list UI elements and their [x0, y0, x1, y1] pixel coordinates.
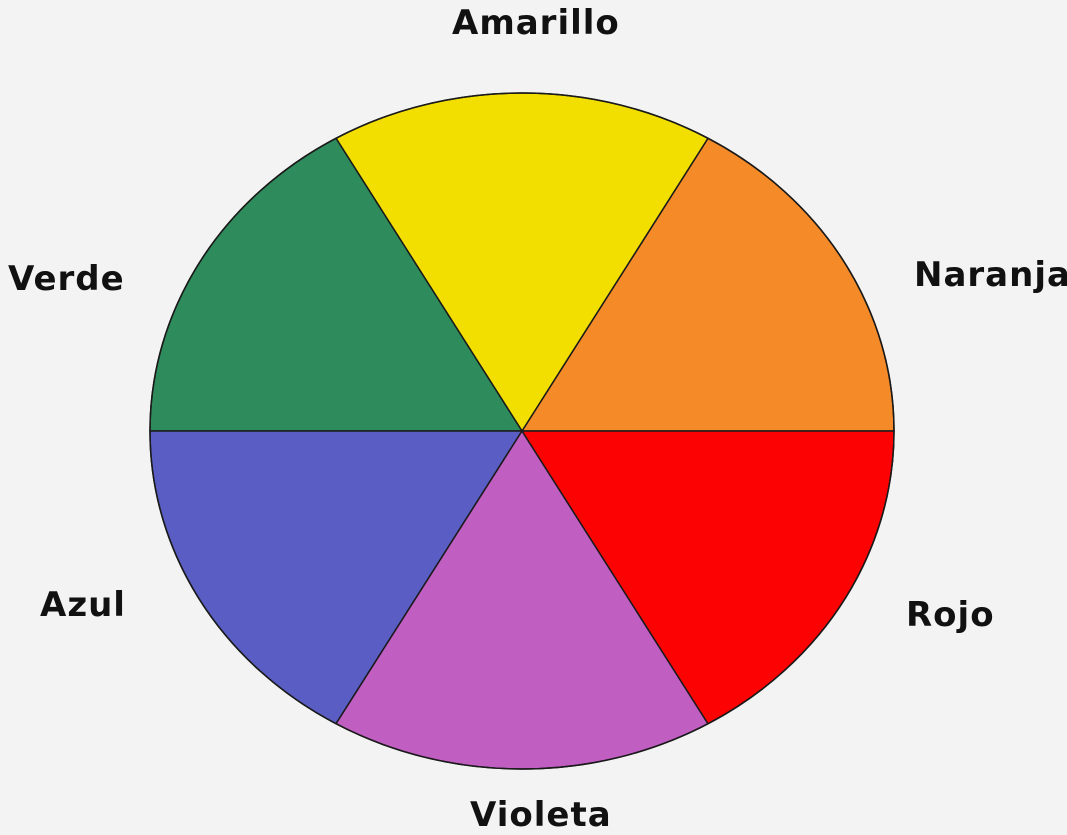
label-violeta: Violeta — [470, 795, 612, 835]
label-rojo: Rojo — [906, 595, 995, 635]
label-amarillo: Amarillo — [452, 3, 620, 43]
label-naranja: Naranja — [914, 255, 1067, 295]
wheel-outline — [149, 92, 895, 770]
label-azul: Azul — [40, 585, 126, 625]
label-verde: Verde — [8, 259, 125, 299]
